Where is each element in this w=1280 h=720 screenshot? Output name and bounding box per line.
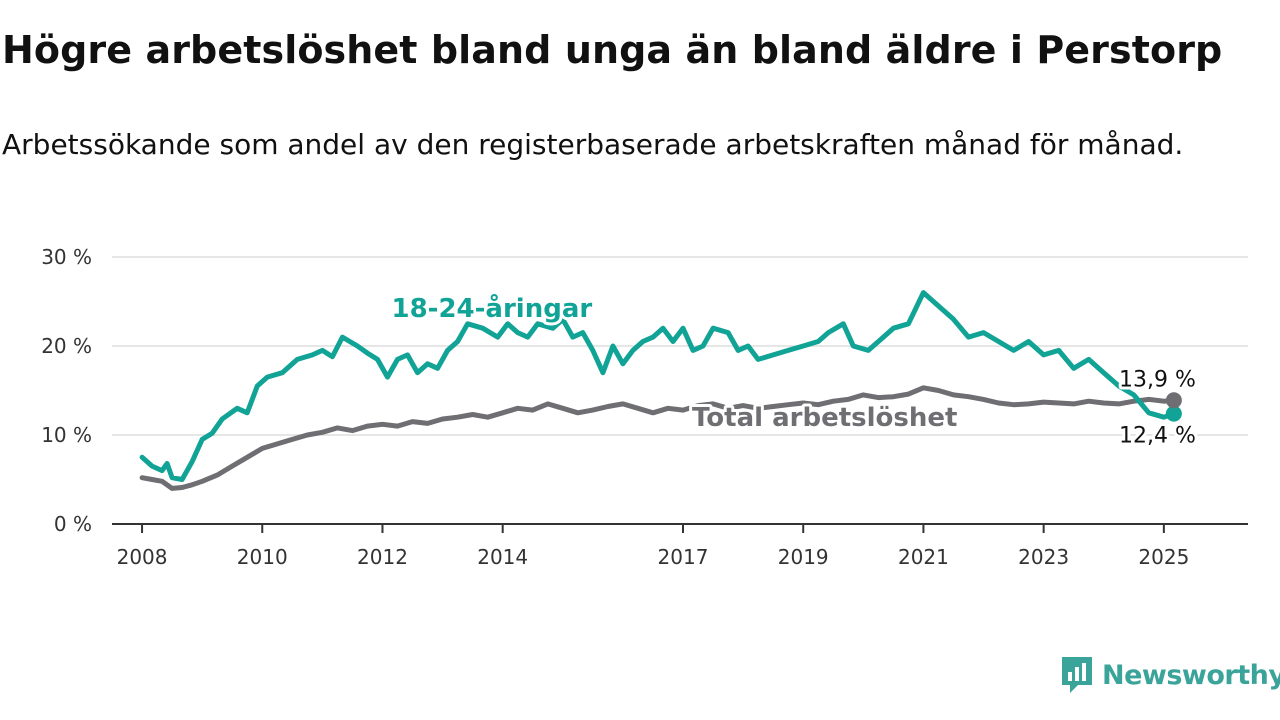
y-tick-label: 30 % [41,245,92,269]
series-label-youth: 18-24-åringar [391,292,592,324]
x-tick-label: 2025 [1138,545,1189,569]
x-tick-label: 2023 [1018,545,1069,569]
y-tick-label: 10 % [41,423,92,447]
end-label-total-halo: 13,9 % [1119,367,1196,392]
series-label-total: Total arbetslöshet [692,403,957,433]
newsworthy-logo-icon [1062,657,1092,693]
x-tick-label: 2021 [898,545,949,569]
end-label-youth-halo: 12,4 % [1119,424,1196,449]
x-tick-label: 2012 [357,545,408,569]
newsworthy-logo[interactable]: Newsworthy [1060,654,1280,696]
newsworthy-logo-text: Newsworthy [1102,659,1280,691]
x-tick-label: 2010 [237,545,288,569]
line-chart: 0 % 10 % 20 % 30 % 2008 2010 2012 2014 2017 2019 2… [41,245,1248,569]
x-tick-label: 2014 [477,545,528,569]
chart-subtitle: Arbetssökande som andel av den registerb… [2,128,1184,161]
x-tick-label: 2019 [778,545,829,569]
axes: 0 % 10 % 20 % 30 % 2008 2010 2012 2014 2017 2019 2… [41,245,1248,569]
chart-title: Högre arbetslöshet bland unga än bland ä… [2,28,1223,72]
end-point-youth [1165,405,1182,422]
series-lines [139,290,1177,491]
series-label-youth-halo: 18-24-åringar [391,292,592,324]
y-tick-label: 20 % [41,334,92,358]
x-tick-label: 2008 [117,545,168,569]
end-point-total [1165,392,1182,409]
series-line-youth [139,290,1177,482]
x-tick-label: 2017 [658,545,709,569]
series-label-total-halo: Total arbetslöshet [692,403,957,433]
series-line-total [139,385,1177,491]
end-label-youth: 12,4 % [1119,424,1196,449]
y-tick-label: 0 % [54,512,92,536]
end-label-total: 13,9 % [1119,367,1196,392]
